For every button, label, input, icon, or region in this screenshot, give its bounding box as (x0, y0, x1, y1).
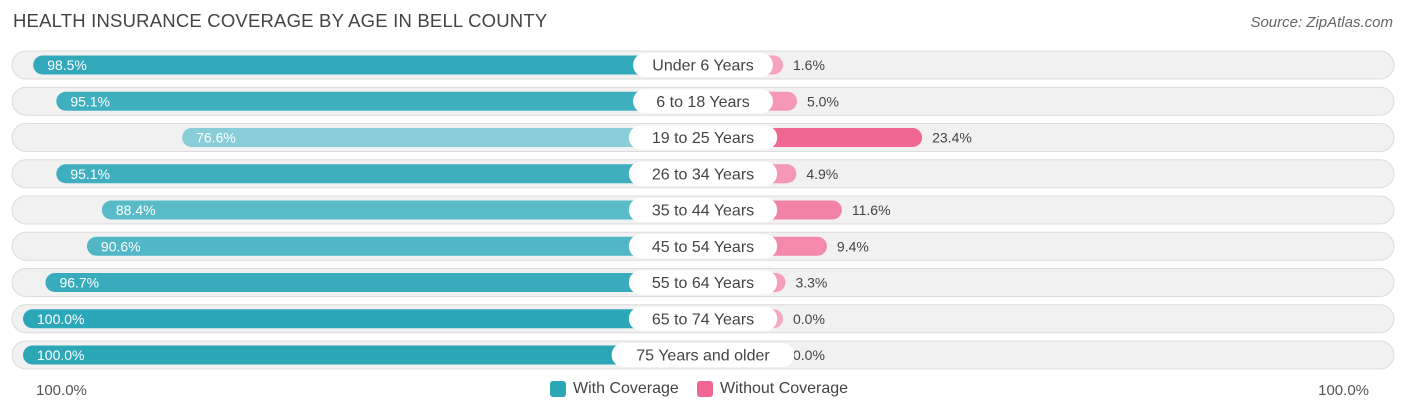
legend-swatch-with-coverage (550, 381, 566, 397)
value-label-with-coverage: 95.1% (70, 166, 110, 182)
bar-with-coverage (86, 236, 704, 256)
category-label-bg (628, 306, 778, 331)
legend-label-with-coverage: With Coverage (573, 380, 679, 397)
value-label-without-coverage: 9.4% (837, 238, 869, 254)
category-label: 45 to 54 Years (652, 239, 754, 256)
value-label-without-coverage: 3.3% (795, 275, 827, 291)
category-label: 35 to 44 Years (652, 203, 754, 220)
legend-swatch-without-coverage (697, 381, 713, 397)
bar-with-coverage (101, 200, 703, 220)
value-label-with-coverage: 96.7% (59, 275, 99, 291)
value-label-without-coverage: 1.6% (793, 57, 825, 73)
category-label-bg (611, 343, 795, 367)
value-label-without-coverage: 5.0% (807, 93, 839, 109)
category-label-bg (628, 234, 778, 259)
legend: With Coverage Without Coverage (0, 380, 1406, 402)
bar-with-coverage (56, 91, 703, 111)
value-label-with-coverage: 98.5% (47, 57, 87, 73)
category-label-bg (633, 53, 773, 77)
chart-title: HEALTH INSURANCE COVERAGE BY AGE IN BELL… (13, 10, 548, 31)
legend-item-with-coverage[interactable]: With Coverage (550, 380, 679, 398)
value-label-with-coverage: 88.4% (116, 202, 156, 218)
bar-with-coverage (56, 164, 703, 184)
chart-svg: 98.5% 1.6% Under 6 Years 95.1% 5.0% 6 to 18 Y… (11, 50, 1395, 370)
category-label: 6 to 18 Years (656, 94, 749, 111)
axis-right-label: 100.0% (1318, 382, 1369, 399)
bar-with-coverage (182, 128, 703, 147)
value-label-with-coverage: 90.6% (101, 238, 141, 254)
value-label-without-coverage: 11.6% (852, 202, 891, 218)
value-label-with-coverage: 76.6% (196, 130, 236, 146)
chart-source: Source: ZipAtlas.com (1250, 14, 1393, 31)
category-label: 75 Years and older (636, 348, 770, 365)
value-label-with-coverage: 95.1% (70, 93, 110, 109)
category-label: 55 to 64 Years (652, 275, 754, 292)
value-label-with-coverage: 100.0% (37, 347, 84, 363)
value-label-without-coverage: 0.0% (793, 347, 825, 363)
category-label: 26 to 34 Years (652, 166, 754, 183)
category-label: 65 to 74 Years (652, 311, 754, 328)
category-label: 19 to 25 Years (652, 130, 754, 147)
value-label-with-coverage: 100.0% (37, 311, 84, 327)
bar-with-coverage (23, 345, 703, 365)
category-label-bg (628, 161, 778, 186)
category-label-bg (628, 270, 778, 295)
category-label: Under 6 Years (652, 58, 753, 75)
bar-with-coverage (33, 55, 703, 75)
legend-label-without-coverage: Without Coverage (720, 380, 849, 397)
value-label-without-coverage: 0.0% (793, 311, 825, 327)
legend-item-without-coverage[interactable]: Without Coverage (697, 380, 848, 398)
category-label-bg (628, 125, 778, 150)
value-label-without-coverage: 4.9% (806, 166, 838, 182)
value-label-without-coverage: 23.4% (932, 130, 972, 146)
category-label-bg (633, 89, 773, 114)
category-label-bg (628, 198, 778, 222)
bar-with-coverage (23, 309, 703, 329)
axis-left-label: 100.0% (36, 382, 87, 399)
bar-with-coverage (45, 273, 703, 292)
